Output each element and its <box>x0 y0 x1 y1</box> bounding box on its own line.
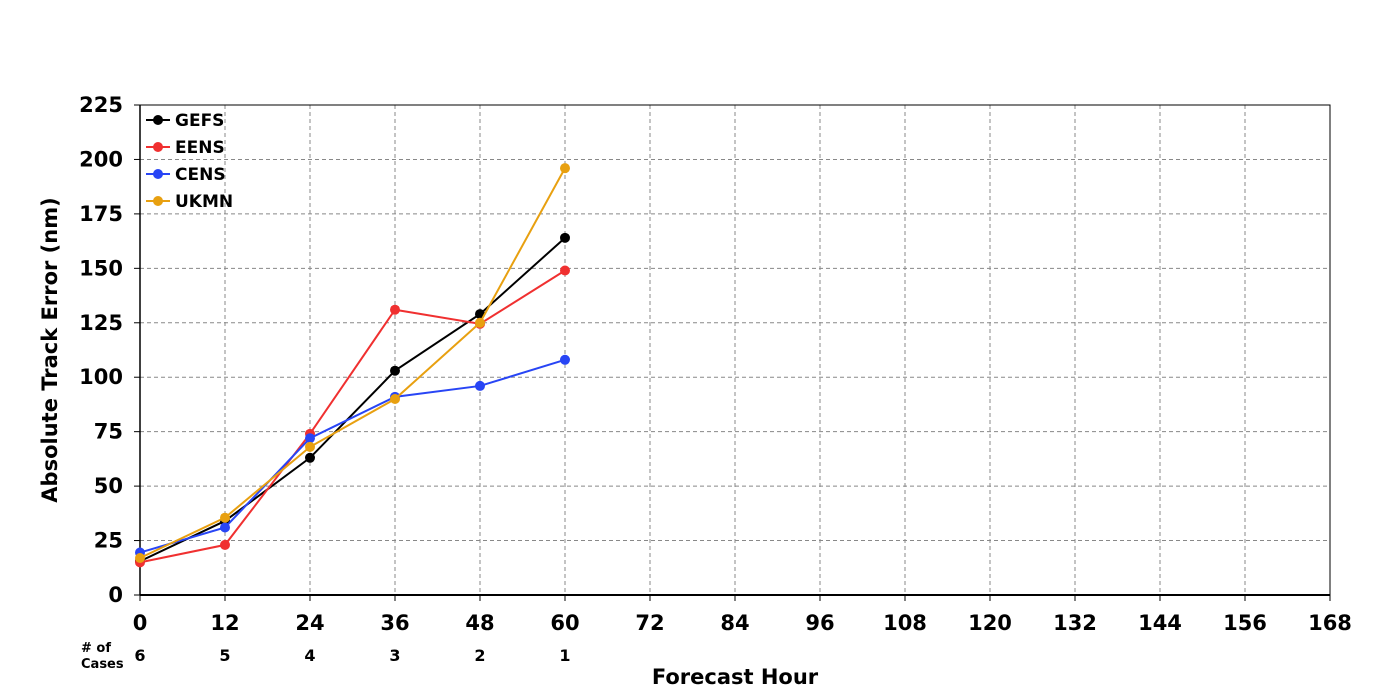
legend-label: CENS <box>175 165 226 185</box>
legend-label: EENS <box>175 138 225 158</box>
data-point <box>305 452 315 463</box>
y-tick-label: 75 <box>94 420 123 444</box>
series-line <box>139 358 566 554</box>
y-tick-label: 175 <box>79 202 123 226</box>
y-tick-label: 225 <box>79 93 123 117</box>
legend-marker <box>153 115 163 125</box>
data-point <box>220 539 230 550</box>
legend-entry-ukmn: UKMN <box>146 192 233 212</box>
x-tick-label: 36 <box>380 611 409 635</box>
x-tick-label: 108 <box>883 611 927 635</box>
x-tick-label: 0 <box>133 611 148 635</box>
grid-lines <box>140 105 1330 595</box>
data-point <box>305 441 315 452</box>
x-tick-label: 132 <box>1053 611 1097 635</box>
series-line <box>139 167 566 559</box>
x-tick-label: 120 <box>968 611 1012 635</box>
x-tick-label: 84 <box>720 611 749 635</box>
data-point <box>560 163 570 174</box>
legend-marker <box>153 169 163 179</box>
legend-entry-gefs: GEFS <box>146 111 224 131</box>
cases-header-line1: # of <box>81 641 111 656</box>
cases-count: 5 <box>219 646 230 665</box>
y-tick-label: 0 <box>108 583 123 607</box>
cases-count: 1 <box>559 646 570 665</box>
x-axis-label: Forecast Hour <box>652 665 819 689</box>
x-tick-label: 72 <box>635 611 664 635</box>
data-point <box>220 522 230 533</box>
y-tick-label: 200 <box>79 147 123 171</box>
series-line <box>139 237 566 563</box>
series-lines <box>135 163 570 568</box>
x-tick-label: 60 <box>550 611 579 635</box>
series-cens <box>135 354 570 558</box>
x-tick-label: 12 <box>210 611 239 635</box>
x-tick-label: 96 <box>805 611 834 635</box>
cases-count: 6 <box>134 646 145 665</box>
cases-count: 2 <box>474 646 485 665</box>
legend-label: GEFS <box>175 111 224 131</box>
cases-row: # of Cases 6 5 4 3 2 1 <box>81 641 571 672</box>
data-point <box>390 304 400 315</box>
data-point <box>560 265 570 276</box>
legend-marker <box>153 196 163 206</box>
series-gefs <box>135 232 570 567</box>
data-point <box>560 354 570 365</box>
y-tick-label: 100 <box>79 365 123 389</box>
x-tick-label: 24 <box>295 611 324 635</box>
data-point <box>220 512 230 523</box>
x-tick-label: 156 <box>1223 611 1267 635</box>
y-tick-label: 25 <box>94 529 123 553</box>
data-point <box>475 380 485 391</box>
y-tick-labels: 0 25 50 75 100 125 150 175 200 225 <box>79 93 140 607</box>
series-line <box>139 269 566 564</box>
data-point <box>135 552 145 563</box>
y-axis-label: Absolute Track Error (nm) <box>38 197 62 502</box>
y-tick-label: 150 <box>79 256 123 280</box>
x-tick-label: 144 <box>1138 611 1182 635</box>
cases-count: 3 <box>389 646 400 665</box>
series-ukmn <box>135 163 570 563</box>
legend: GEFS EENS CENS UKMN <box>146 111 233 212</box>
data-point <box>305 433 315 444</box>
legend-entry-eens: EENS <box>146 138 225 158</box>
data-point <box>560 232 570 243</box>
x-tick-label: 168 <box>1308 611 1352 635</box>
data-point <box>475 317 485 328</box>
y-tick-label: 50 <box>94 474 123 498</box>
legend-label: UKMN <box>175 192 233 212</box>
data-point <box>390 394 400 404</box>
x-tick-labels: 0 12 24 36 48 60 72 84 96 108 120 132 144 156 168 <box>133 595 1352 635</box>
cases-count: 4 <box>304 646 315 665</box>
legend-entry-cens: CENS <box>146 165 226 185</box>
y-tick-label: 125 <box>79 311 123 335</box>
data-point <box>390 365 400 376</box>
x-tick-label: 48 <box>465 611 494 635</box>
cases-header-line2: Cases <box>81 657 124 672</box>
legend-marker <box>153 142 163 152</box>
